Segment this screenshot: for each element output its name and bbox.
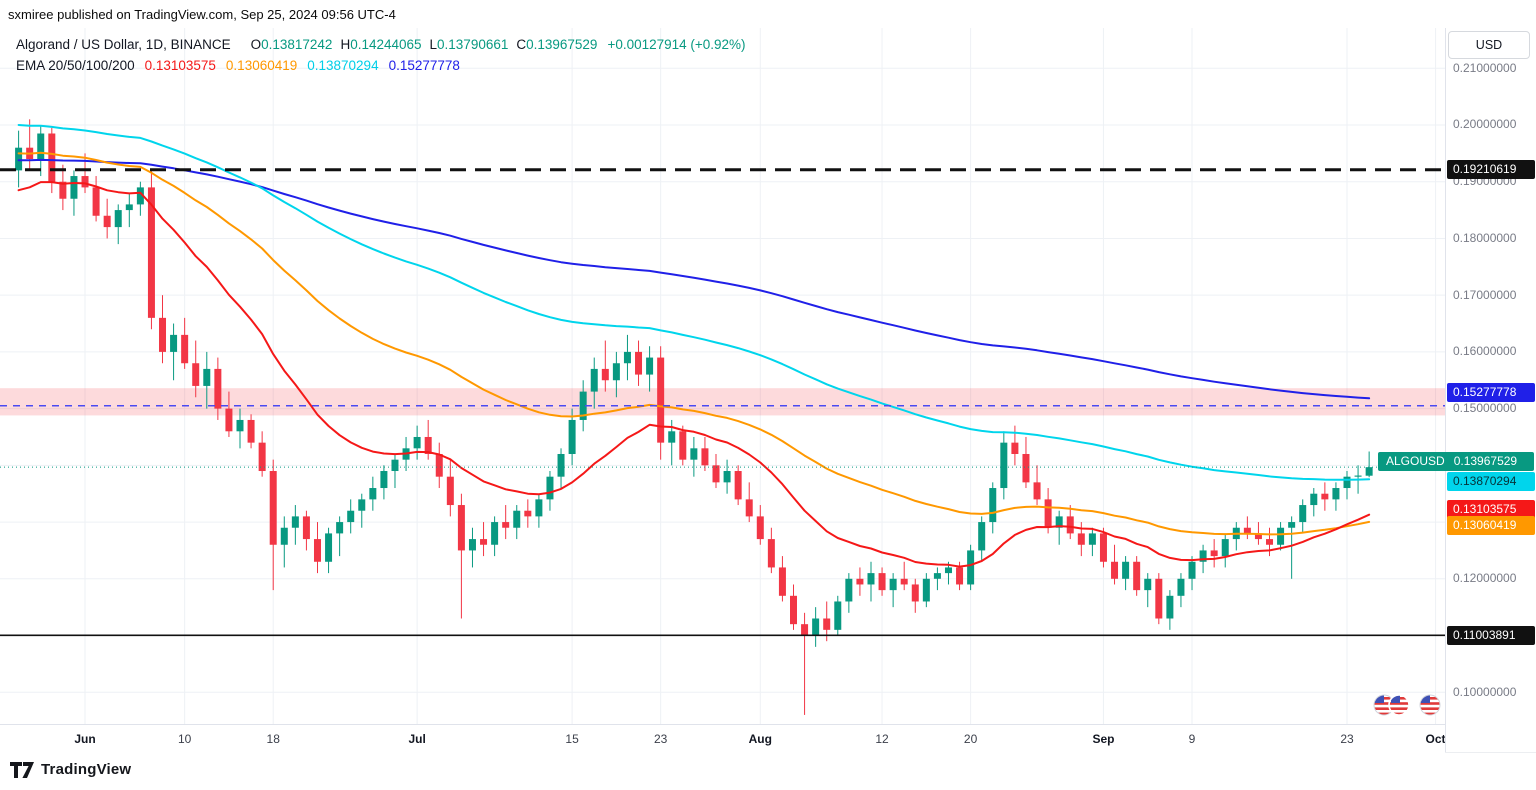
time-axis-label: 10 [177,732,192,746]
event-flag-icon[interactable] [1418,693,1442,717]
event-flag-pair-icon[interactable] [1372,693,1412,717]
chart-legend: Algorand / US Dollar, 1D, BINANCE O0.1381… [16,34,746,76]
change-value: +0.00127914 (+0.92%) [607,37,746,52]
price-axis-label: 0.16000000 [1453,344,1517,359]
close-value: 0.13967529 [526,37,598,52]
tradingview-logo-text: TradingView [41,761,132,778]
ema20-value: 0.13103575 [144,58,216,73]
open-value: 0.13817242 [261,37,333,52]
tradingview-logo[interactable]: TradingView [10,761,131,778]
economic-events [1372,693,1442,717]
time-axis-label: 15 [565,732,579,746]
price-axis-label: 0.15000000 [1453,401,1517,416]
price-axis-label: 0.10000000 [1453,684,1517,699]
badge-value: 0.13967529 [1453,453,1518,468]
high-label: H [340,37,351,52]
price-axis-label: 0.21000000 [1453,60,1517,75]
low-value: 0.13790661 [437,37,509,52]
time-scale[interactable]: Jun 10 18 Jul 15 23 Aug 12 20 Sep 9 23 Oct [0,724,1445,753]
low-label: L [429,37,438,52]
currency-toggle-button[interactable]: USD [1448,31,1530,59]
time-axis-label: 9 [1188,732,1196,746]
symbol-legend-row: Algorand / US Dollar, 1D, BINANCE O0.1381… [16,34,746,55]
price-axis-label: 0.18000000 [1453,230,1517,245]
price-level-badge: 0.19210619 [1447,160,1535,180]
candles-layer [15,119,1373,715]
zone-band [0,388,1445,416]
last-price-badge: ALGOUSD 0.13967529 [1378,451,1534,471]
ema-indicator-title[interactable]: EMA 20/50/100/200 [16,58,135,73]
open-label: O [250,37,262,52]
time-axis-label: Jun [74,732,96,746]
time-axis-label: Jul [408,732,426,746]
published-info: sxmiree published on TradingView.com, Se… [8,7,396,22]
price-level-badge: 0.13103575 [1447,499,1535,519]
ema-legend-row: EMA 20/50/100/200 0.13103575 0.13060419 0.1… [16,55,746,76]
ema-20-line [17,181,1371,568]
ema-50-line [17,151,1371,536]
close-label: C [516,37,527,52]
badge-symbol: ALGOUSD [1386,453,1445,468]
price-level-badge: 0.13060419 [1447,516,1535,536]
time-axis-label: Oct [1425,732,1445,746]
time-axis-label: 12 [875,732,889,746]
symbol-title[interactable]: Algorand / US Dollar, 1D, BINANCE [16,37,231,52]
price-axis-label: 0.12000000 [1453,571,1517,586]
price-level-badge: 0.13870294 [1447,472,1535,492]
high-value: 0.14244065 [350,37,422,52]
ema-200-line [17,158,1371,400]
time-axis-label: Aug [748,732,772,746]
ema200-value: 0.15277778 [388,58,460,73]
price-level-badge: 0.15277778 [1447,383,1535,403]
price-scale[interactable]: 0.21000000 0.20000000 0.19000000 0.18000000… [1378,28,1536,752]
ema50-value: 0.13060419 [225,58,298,73]
time-axis-label: 20 [963,732,978,746]
ema-100-line [17,124,1371,481]
time-axis-label: 18 [266,732,280,746]
time-axis-label: 23 [1340,732,1354,746]
time-axis-label: Sep [1092,732,1115,746]
price-axis-label: 0.17000000 [1453,287,1517,302]
time-axis-label: 23 [653,732,668,746]
price-level-badge: 0.11003891 [1447,625,1535,645]
tradingview-logo-mark [10,761,34,778]
ema100-value: 0.13870294 [307,58,379,73]
price-axis-label: 0.20000000 [1453,117,1517,132]
horizontal-levels [0,168,1445,637]
